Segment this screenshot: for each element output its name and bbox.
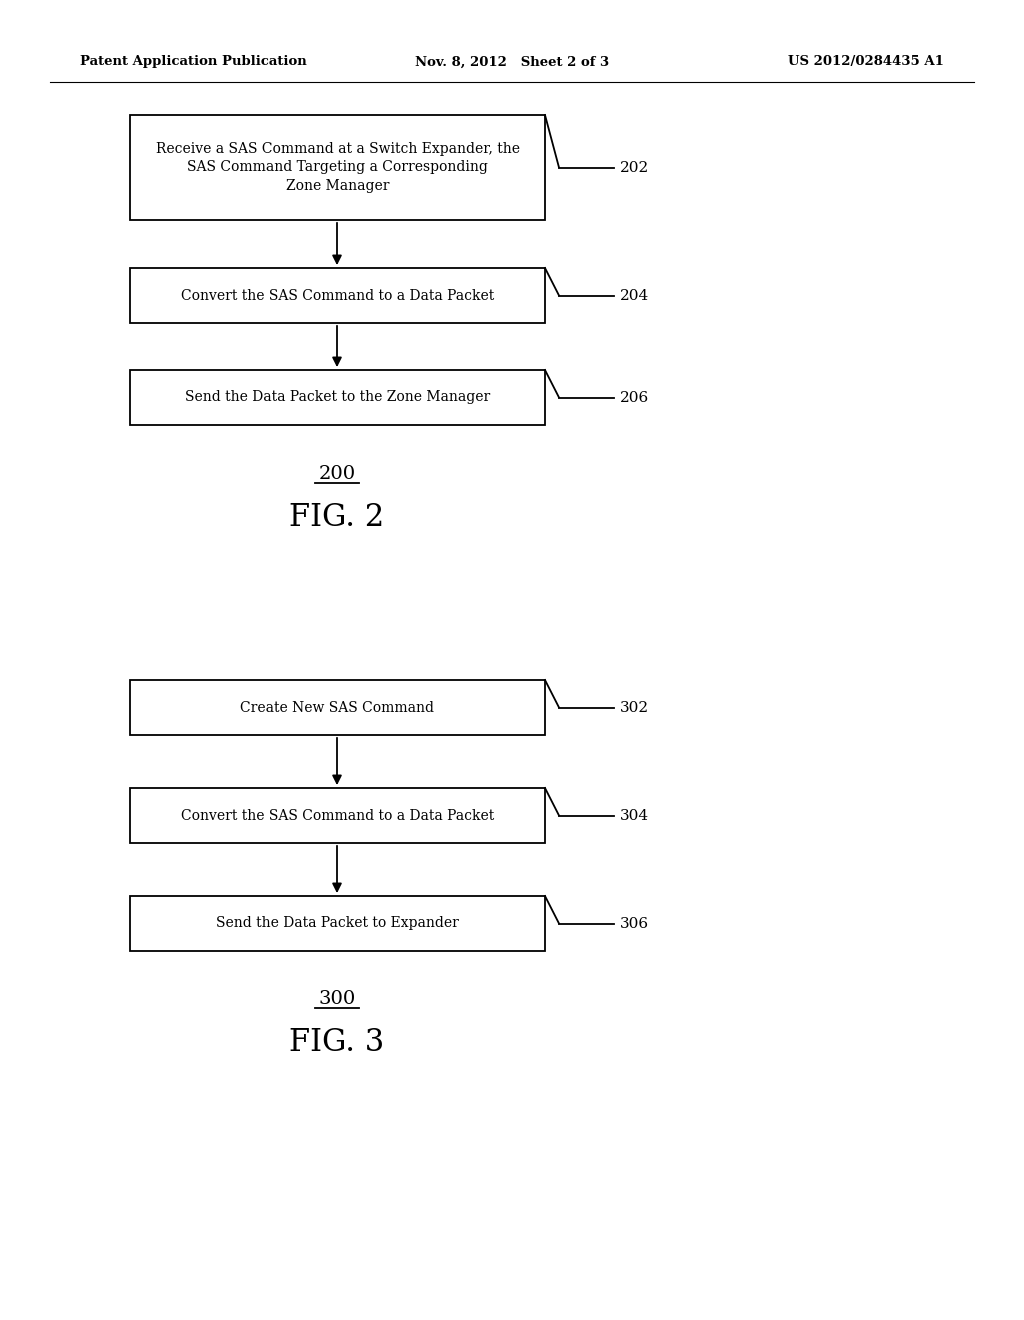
- Text: Receive a SAS Command at a Switch Expander, the
SAS Command Targeting a Correspo: Receive a SAS Command at a Switch Expand…: [156, 143, 519, 193]
- Bar: [130, 115, 545, 220]
- Bar: [130, 268, 545, 323]
- Text: FIG. 3: FIG. 3: [290, 1027, 385, 1059]
- Text: 302: 302: [620, 701, 649, 714]
- Text: Send the Data Packet to the Zone Manager: Send the Data Packet to the Zone Manager: [185, 391, 490, 404]
- Bar: [130, 680, 545, 735]
- Bar: [130, 788, 545, 843]
- Text: 204: 204: [620, 289, 649, 302]
- Text: 304: 304: [620, 808, 649, 822]
- Text: 202: 202: [620, 161, 649, 174]
- Text: 300: 300: [318, 990, 355, 1008]
- Text: Nov. 8, 2012   Sheet 2 of 3: Nov. 8, 2012 Sheet 2 of 3: [415, 55, 609, 69]
- Bar: [130, 370, 545, 425]
- Text: Convert the SAS Command to a Data Packet: Convert the SAS Command to a Data Packet: [181, 289, 495, 302]
- Text: Convert the SAS Command to a Data Packet: Convert the SAS Command to a Data Packet: [181, 808, 495, 822]
- Bar: [130, 896, 545, 950]
- Text: 206: 206: [620, 391, 649, 404]
- Text: 306: 306: [620, 916, 649, 931]
- Text: Create New SAS Command: Create New SAS Command: [241, 701, 434, 714]
- Text: FIG. 2: FIG. 2: [290, 502, 385, 533]
- Text: US 2012/0284435 A1: US 2012/0284435 A1: [788, 55, 944, 69]
- Text: Send the Data Packet to Expander: Send the Data Packet to Expander: [216, 916, 459, 931]
- Text: Patent Application Publication: Patent Application Publication: [80, 55, 307, 69]
- Text: 200: 200: [318, 465, 355, 483]
